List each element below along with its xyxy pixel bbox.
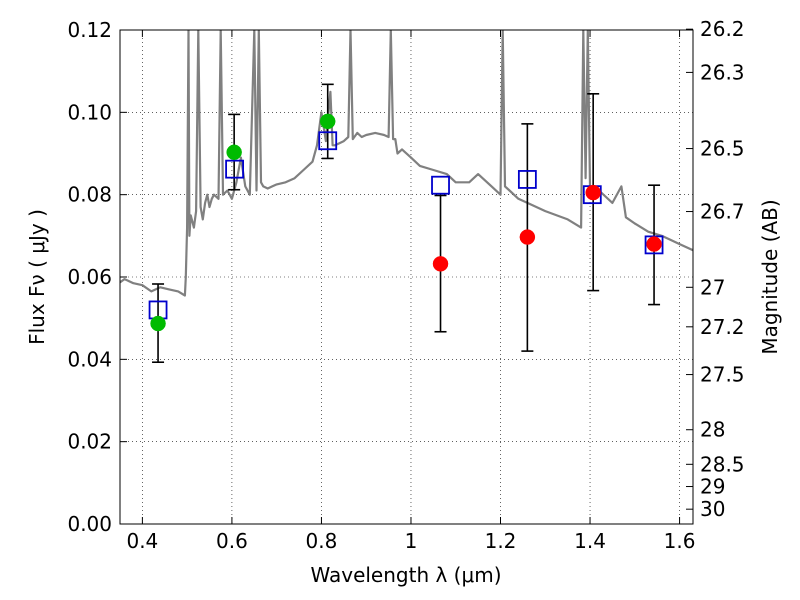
x-tick-label: 0.6 bbox=[216, 529, 248, 553]
x-tick-label: 0.8 bbox=[306, 529, 338, 553]
magnitude-tick-label: 27.2 bbox=[700, 315, 745, 339]
model-photometry-square bbox=[225, 159, 245, 179]
magnitude-tick-label: 28 bbox=[700, 418, 725, 442]
y-tick-label: 0.00 bbox=[67, 512, 112, 536]
magnitude-tick-label: 26.3 bbox=[700, 60, 745, 84]
x-tick-label: 0.4 bbox=[126, 529, 158, 553]
model-photometry-square bbox=[318, 131, 338, 151]
magnitude-tick-label: 26.7 bbox=[700, 200, 745, 224]
y-axis-title: Flux Fν ( μJy ) bbox=[25, 209, 49, 345]
x-tick-label: 1.6 bbox=[664, 529, 696, 553]
observed-flux-point bbox=[226, 144, 242, 161]
y-tick-label: 0.08 bbox=[67, 183, 112, 207]
magnitude-tick-label: 26.5 bbox=[700, 137, 745, 161]
axis-ticks: 0.4 0.6 0.8 1 1.2 1.4 1.6 0.00 0.02 0.04 0.06 0.08 0… bbox=[67, 17, 744, 553]
model-photometry-square bbox=[431, 175, 450, 195]
x-axis-title: Wavelength λ (μm) bbox=[310, 563, 501, 587]
observed-photometry bbox=[150, 113, 662, 332]
x-tick-label: 1.2 bbox=[485, 529, 517, 553]
y-tick-label: 0.04 bbox=[67, 347, 112, 371]
magnitude-tick-label: 29 bbox=[700, 475, 725, 499]
model-photometry-square bbox=[517, 170, 537, 189]
magnitude-tick-label: 26.2 bbox=[700, 17, 745, 41]
observed-flux-point bbox=[646, 236, 662, 252]
y-tick-label: 0.06 bbox=[67, 265, 112, 289]
plot-area-background bbox=[120, 30, 693, 524]
observed-flux-point bbox=[519, 229, 536, 245]
y-tick-label: 0.10 bbox=[67, 100, 112, 124]
magnitude-tick-label: 27.5 bbox=[700, 363, 745, 387]
magnitude-tick-label: 28.5 bbox=[700, 452, 745, 476]
observed-flux-point bbox=[585, 184, 601, 201]
x-tick-label: 1.4 bbox=[574, 529, 606, 553]
y-tick-label: 0.12 bbox=[67, 18, 112, 42]
y-tick-label: 0.02 bbox=[67, 430, 112, 454]
y2-axis-title: Magnitude (AB) bbox=[758, 199, 782, 354]
observed-flux-point bbox=[319, 113, 336, 130]
magnitude-tick-label: 30 bbox=[700, 497, 725, 521]
x-tick-label: 1 bbox=[405, 529, 418, 553]
observed-flux-point bbox=[150, 315, 166, 332]
magnitude-tick-label: 27 bbox=[700, 275, 725, 299]
observed-flux-point bbox=[432, 256, 449, 272]
